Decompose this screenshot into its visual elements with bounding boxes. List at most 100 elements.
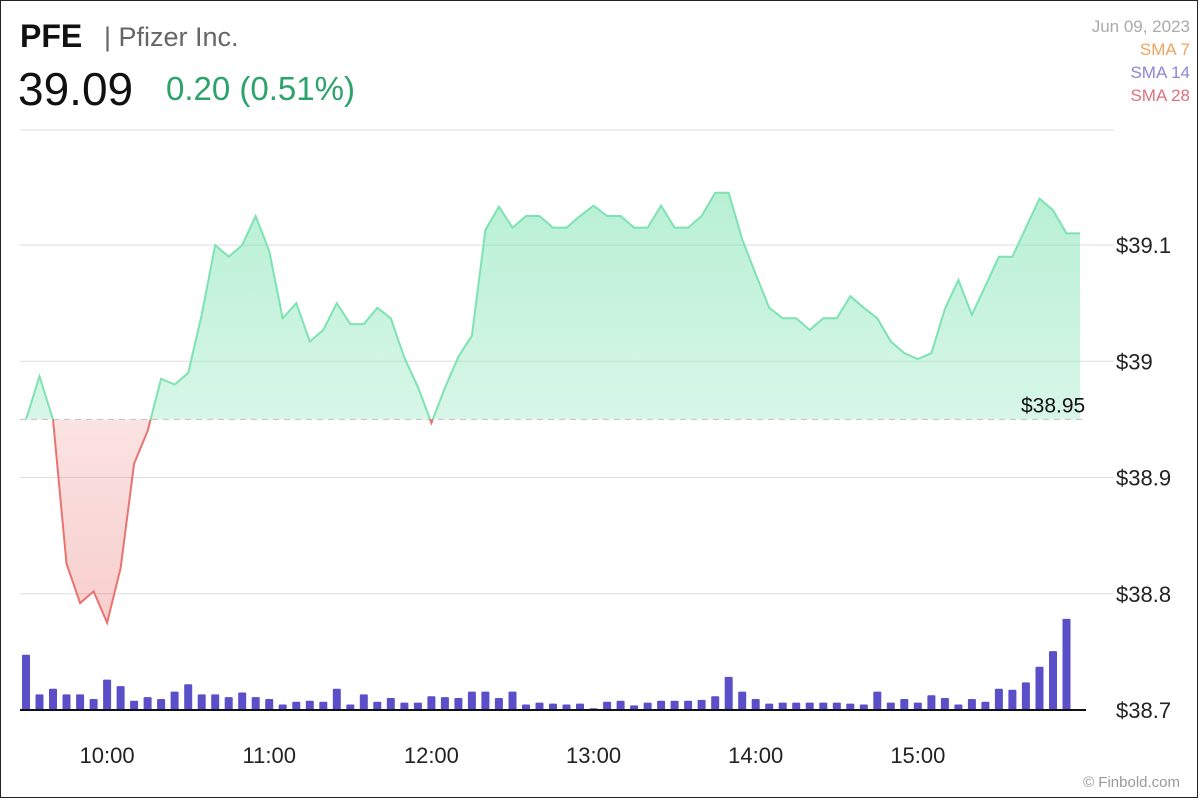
volume-bar — [778, 702, 787, 710]
volume-bar — [143, 697, 152, 710]
volume-bar — [873, 691, 882, 710]
reference-price-label: $38.95 — [1021, 394, 1085, 417]
volume-bar — [576, 703, 584, 710]
volume-bar — [535, 702, 544, 710]
y-tick-label: $39 — [1116, 349, 1153, 374]
volume-bar — [846, 703, 855, 710]
volume-bar — [481, 691, 490, 710]
volume-bar — [603, 701, 612, 710]
volume-bar — [549, 703, 557, 710]
volume-bar — [711, 696, 720, 710]
price-line-up — [25, 191, 1080, 420]
y-tick-label: $38.9 — [1116, 466, 1171, 491]
volume-bar — [494, 698, 503, 710]
volume-bar — [130, 700, 139, 710]
volume-bar — [170, 691, 179, 710]
volume-bar — [211, 694, 220, 710]
volume-bar — [440, 697, 449, 710]
volume-bar — [1021, 682, 1030, 710]
volume-bar — [657, 700, 666, 710]
volume-bar — [670, 700, 679, 710]
volume-bar — [305, 700, 314, 710]
volume-bar — [35, 694, 44, 710]
y-tick-label: $38.7 — [1116, 698, 1171, 723]
chart-date: Jun 09, 2023 — [1091, 17, 1190, 36]
volume-bar — [400, 702, 409, 710]
volume-bar — [792, 702, 801, 710]
volume-bar — [467, 691, 476, 710]
volume-bar — [265, 699, 274, 710]
company-name: | Pfizer Inc. — [104, 22, 239, 52]
volume-bar — [994, 688, 1003, 710]
volume-bar — [346, 704, 355, 710]
current-price: 39.09 — [18, 63, 134, 115]
volume-bar — [940, 698, 949, 710]
volume-bar — [913, 702, 922, 710]
source-credit: © Finbold.com — [1083, 774, 1180, 791]
volume-bars — [22, 618, 1071, 710]
volume-bar — [630, 705, 639, 710]
volume-bar — [508, 691, 517, 710]
ticker-symbol: PFE — [20, 18, 83, 54]
price-line — [25, 191, 1080, 626]
volume-bar — [103, 679, 112, 710]
volume-bar — [562, 704, 571, 710]
volume-bar — [251, 697, 260, 710]
reference-line: $38.95 — [20, 394, 1086, 421]
x-tick-label: 11:00 — [243, 743, 296, 768]
volume-bar — [1062, 618, 1071, 710]
volume-bar — [157, 699, 166, 710]
volume-bar — [859, 704, 868, 710]
axes: $38.7 $38.8 $38.9 $39 $39.1 10:00 11:00 12:00 13… — [20, 233, 1171, 768]
volume-bar — [386, 698, 395, 710]
volume-bar — [332, 688, 341, 710]
x-tick-label: 14:00 — [728, 743, 783, 768]
volume-bar — [49, 688, 57, 710]
volume-bar — [522, 704, 530, 710]
volume-bar — [738, 691, 747, 710]
volume-bar — [454, 698, 463, 710]
sma7-legend[interactable]: SMA 7 — [1139, 40, 1190, 59]
sma14-legend[interactable]: SMA 14 — [1130, 63, 1190, 82]
sma28-legend[interactable]: SMA 28 — [1130, 86, 1190, 105]
y-tick-label: $39.1 — [1116, 233, 1171, 258]
volume-bar — [89, 699, 98, 710]
volume-bar — [62, 694, 71, 710]
volume-bar — [278, 704, 287, 710]
volume-bar — [832, 702, 841, 710]
volume-bar — [697, 699, 706, 710]
volume-bar — [184, 684, 193, 710]
price-change: 0.20 (0.51%) — [166, 70, 355, 107]
volume-bar — [967, 699, 976, 710]
volume-bar — [616, 700, 625, 710]
volume-bar — [76, 694, 85, 710]
volume-bar — [22, 654, 30, 710]
volume-bar — [1008, 689, 1017, 710]
volume-bar — [643, 702, 652, 710]
volume-bar — [927, 695, 936, 710]
volume-bar — [751, 699, 760, 710]
volume-bar — [359, 694, 368, 710]
price-area — [26, 192, 1080, 623]
volume-bar — [413, 702, 422, 710]
volume-bar — [1049, 651, 1057, 710]
volume-bar — [197, 694, 206, 710]
volume-bar — [954, 704, 963, 710]
volume-bar — [373, 701, 382, 710]
volume-bar — [684, 700, 693, 710]
x-tick-label: 12:00 — [404, 743, 459, 768]
area-below-reference — [53, 419, 433, 623]
volume-bar — [292, 701, 301, 710]
volume-bar — [238, 692, 247, 710]
volume-bar — [819, 702, 828, 710]
volume-bar — [319, 701, 328, 710]
y-tick-label: $38.8 — [1116, 582, 1171, 607]
volume-bar — [981, 701, 990, 710]
volume-bar — [900, 699, 909, 710]
volume-bar — [724, 676, 733, 710]
x-tick-label: 10:00 — [80, 743, 135, 768]
x-tick-label: 13:00 — [566, 743, 621, 768]
volume-bar — [805, 702, 814, 710]
area-above-reference — [26, 192, 1080, 420]
